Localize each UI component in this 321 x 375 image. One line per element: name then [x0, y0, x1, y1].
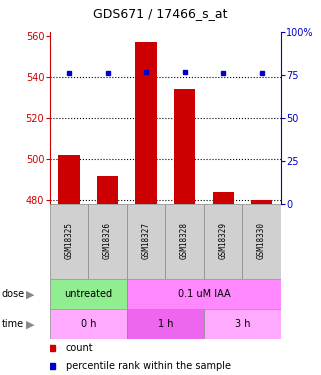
Bar [204, 204, 242, 279]
Bar [127, 279, 281, 309]
Bar [50, 279, 127, 309]
Text: count: count [66, 343, 93, 353]
Bar [174, 89, 195, 204]
Text: 1 h: 1 h [158, 320, 173, 329]
Text: ▶: ▶ [26, 320, 35, 329]
Text: time: time [2, 320, 24, 329]
Text: GSM18326: GSM18326 [103, 222, 112, 259]
Bar [127, 204, 165, 279]
Bar [58, 155, 80, 204]
Text: GSM18330: GSM18330 [257, 222, 266, 259]
Bar [204, 309, 281, 339]
Text: 0 h: 0 h [81, 320, 96, 329]
Text: GSM18327: GSM18327 [142, 222, 151, 259]
Bar [50, 204, 88, 279]
Text: ▶: ▶ [26, 290, 35, 299]
Text: dose: dose [2, 290, 25, 299]
Text: GSM18328: GSM18328 [180, 222, 189, 259]
Bar [251, 200, 272, 204]
Text: GSM18325: GSM18325 [65, 222, 74, 259]
Text: percentile rank within the sample: percentile rank within the sample [66, 361, 231, 371]
Bar [135, 42, 157, 204]
Text: GDS671 / 17466_s_at: GDS671 / 17466_s_at [93, 7, 228, 20]
Bar [88, 204, 127, 279]
Text: untreated: untreated [64, 290, 112, 299]
Bar [50, 309, 127, 339]
Bar [97, 176, 118, 204]
Text: GSM18329: GSM18329 [219, 222, 228, 259]
Bar [127, 309, 204, 339]
Bar [213, 192, 234, 204]
Text: 3 h: 3 h [235, 320, 250, 329]
Text: 0.1 uM IAA: 0.1 uM IAA [178, 290, 230, 299]
Bar [165, 204, 204, 279]
Bar [242, 204, 281, 279]
